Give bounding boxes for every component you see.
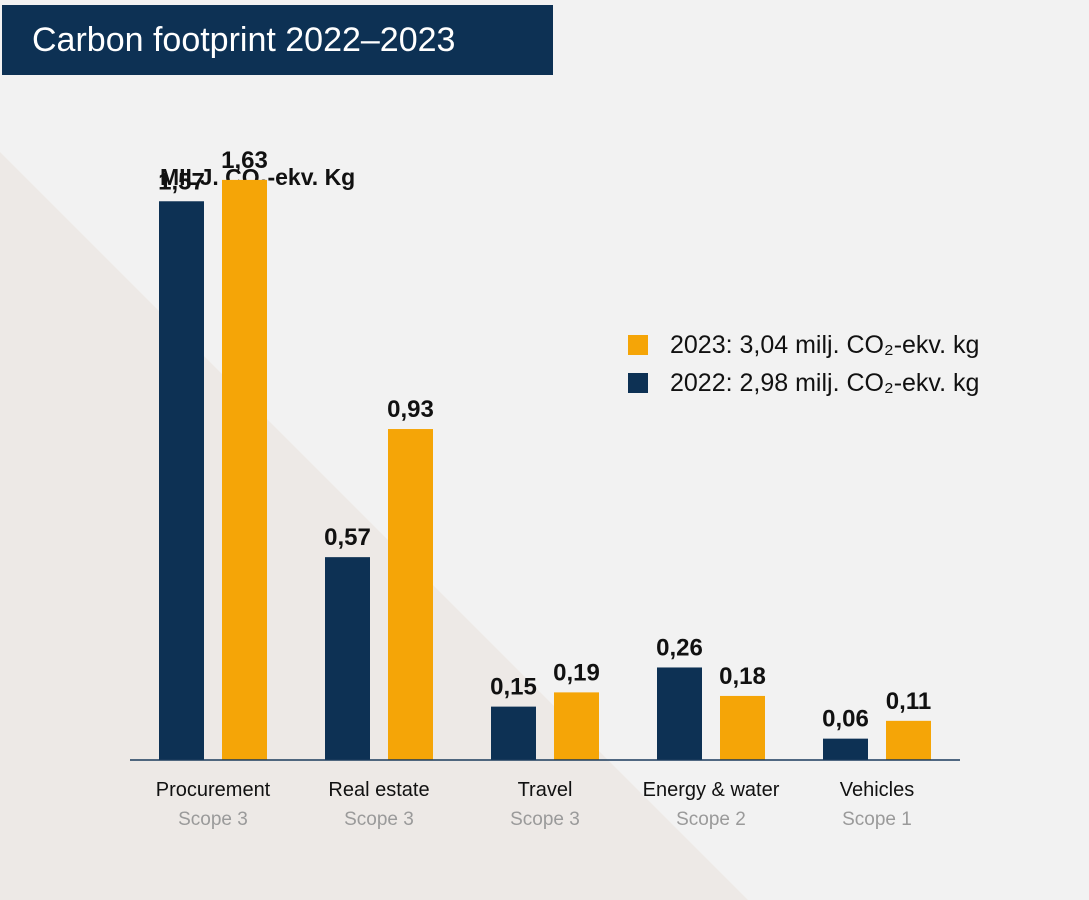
legend-swatch-2023	[628, 335, 648, 355]
category-label-0: Procurement Scope 3	[118, 776, 308, 836]
category-scope: Scope 3	[178, 809, 248, 830]
category-name: Energy & water	[642, 779, 780, 801]
legend-swatch-2022	[628, 373, 648, 393]
value-label-2022-1: 0,57	[324, 524, 371, 551]
value-label-2022-0: 1,57	[158, 168, 205, 195]
value-label-2022-2: 0,15	[490, 674, 537, 701]
category-scope: Scope 3	[510, 809, 580, 830]
bar-2022-1	[325, 557, 370, 760]
category-scope: Scope 3	[344, 809, 414, 830]
bar-2022-2	[491, 706, 536, 760]
category-scope: Scope 1	[842, 809, 912, 830]
legend-item-2023: 2023: 3,04 milj. CO₂-ekv. kg	[628, 326, 979, 364]
category-name: Travel	[517, 779, 573, 801]
chart-title-banner: Carbon footprint 2022–2023	[2, 5, 553, 75]
value-label-2023-4: 0,11	[886, 688, 931, 715]
value-label-2022-3: 0,26	[656, 634, 703, 661]
value-label-2023-3: 0,18	[719, 663, 766, 690]
bar-2022-3	[657, 667, 702, 760]
chart-title: Carbon footprint 2022–2023	[32, 20, 456, 59]
category-label-3: Energy & water Scope 2	[616, 776, 806, 836]
bar-2023-0	[222, 179, 267, 761]
legend-label-2023: 2023: 3,04 milj. CO₂-ekv. kg	[670, 330, 980, 359]
bar-2023-1	[388, 429, 433, 760]
category-label-2: Travel Scope 3	[450, 776, 640, 836]
bar-2022-0	[159, 201, 204, 760]
value-label-2022-4: 0,06	[822, 706, 869, 733]
value-label-2023-0: 1,63	[221, 147, 268, 174]
category-name: Real estate	[328, 779, 430, 801]
category-scope: Scope 2	[676, 809, 746, 830]
unit-label-suffix: -ekv. Kg	[267, 164, 356, 190]
legend-label-2022: 2022: 2,98 milj. CO₂-ekv. kg	[670, 368, 980, 397]
legend: 2023: 3,04 milj. CO₂-ekv. kg 2022: 2,98 …	[628, 326, 979, 402]
bar-2023-3	[720, 695, 765, 760]
category-label-1: Real estate Scope 3	[284, 776, 474, 836]
legend-item-2022: 2022: 2,98 milj. CO₂-ekv. kg	[628, 364, 979, 402]
bars-group: 1,57 1,63 0,57 0,93 0,15 0,19 0,26 0,18 0,06 0,11	[158, 147, 931, 761]
value-label-2023-2: 0,19	[553, 659, 600, 686]
value-label-2023-1: 0,93	[387, 396, 434, 423]
bar-2022-4	[823, 738, 868, 760]
category-label-4: Vehicles Scope 1	[782, 776, 972, 836]
bar-2023-2	[554, 692, 599, 760]
category-name: Vehicles	[839, 779, 915, 801]
category-name: Procurement	[155, 779, 271, 801]
bar-2023-4	[886, 720, 931, 760]
